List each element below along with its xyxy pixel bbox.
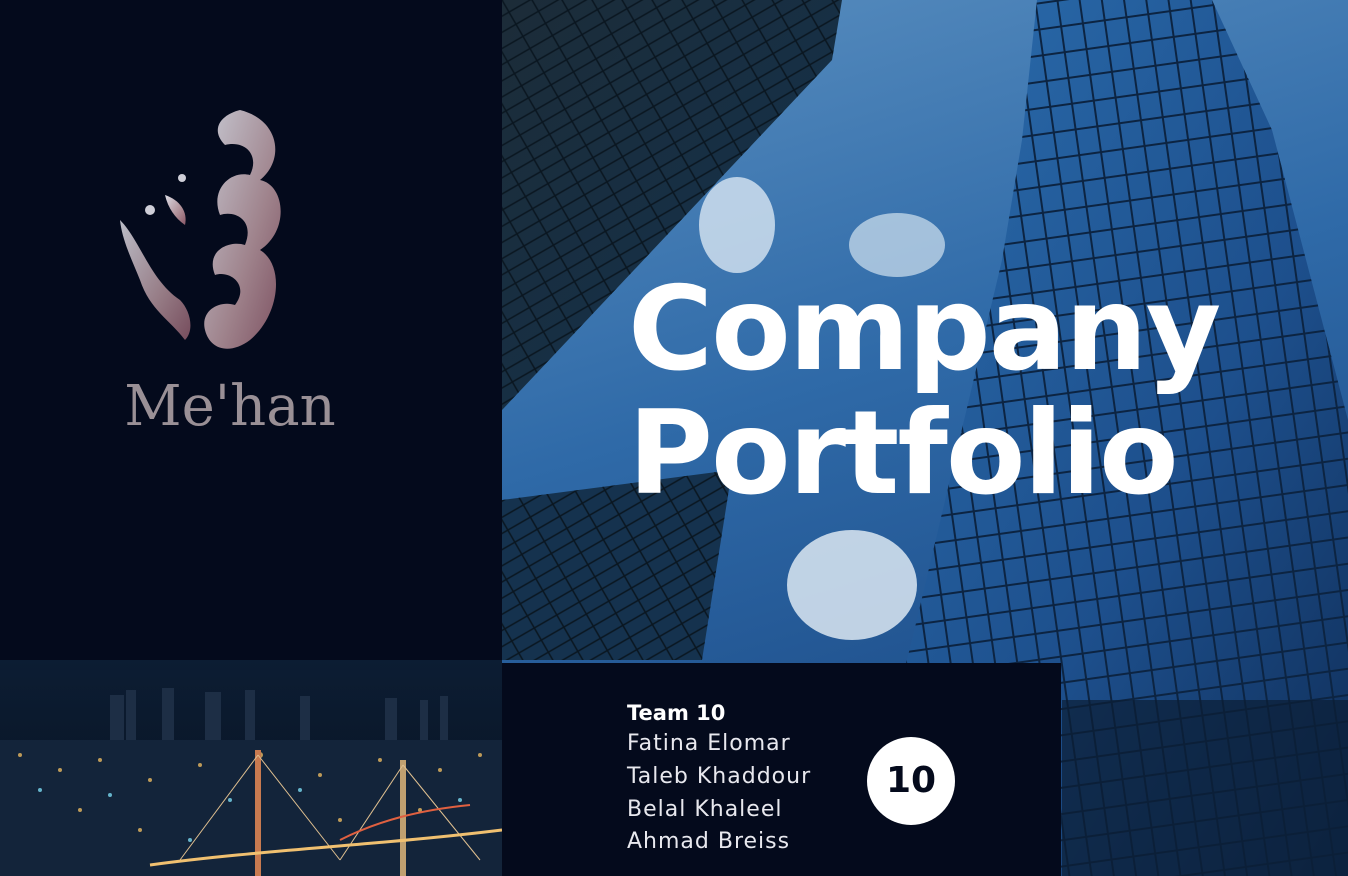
- cover-title: Company Portfolio: [628, 262, 1221, 521]
- team-member: Ahmad Breiss: [627, 829, 791, 854]
- team-heading: Team 10: [627, 701, 726, 725]
- tower-photo: [502, 0, 1348, 876]
- brand-panel: Me'han: [0, 0, 502, 660]
- city-night-photo: [0, 660, 502, 876]
- team-member: Belal Khaleel: [627, 797, 783, 822]
- team-number-badge: 10: [867, 737, 955, 825]
- team-member: Fatina Elomar: [627, 731, 791, 756]
- arabic-calligraphy-logo-icon: [110, 100, 300, 370]
- team-member: Taleb Khaddour: [627, 764, 812, 789]
- brand-name: Me'han: [124, 374, 336, 439]
- title-line-company: Company: [628, 262, 1221, 397]
- title-line-portfolio: Portfolio: [628, 386, 1179, 521]
- team-panel: Team 10 Fatina Elomar Taleb Khaddour Bel…: [502, 663, 1061, 876]
